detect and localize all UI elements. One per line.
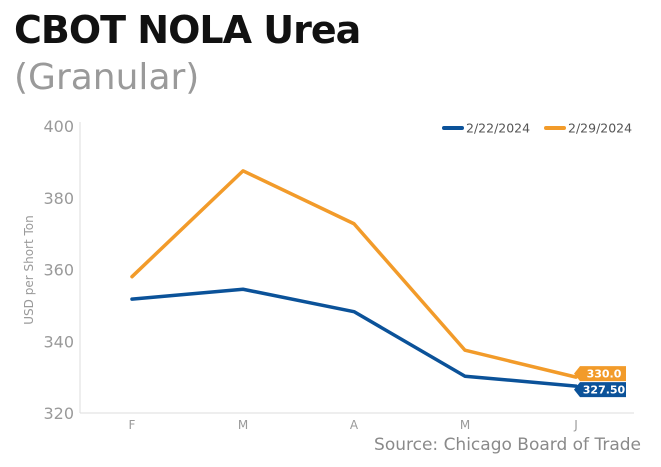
y-axis-label: USD per Short Ton — [22, 215, 36, 324]
end-label-tag — [574, 366, 626, 382]
x-tick-label: F — [129, 418, 136, 432]
y-tick-label: 360 — [43, 261, 74, 280]
series-line-0 — [130, 287, 578, 388]
end-label-text: 327.50 — [583, 384, 626, 397]
legend-label: 2/29/2024 — [568, 121, 632, 136]
end-label-tag — [574, 382, 626, 398]
chart-title: CBOT NOLA Urea — [14, 8, 361, 52]
y-tick-label: 340 — [43, 332, 74, 351]
chart-legend: 2/22/2024 2/29/2024 — [442, 121, 632, 136]
legend-label: 2/22/2024 — [466, 121, 530, 136]
x-tick-label: A — [350, 418, 359, 432]
chart-axes: 320 340 360 380 400 F M A M J USD per Short Ton — [22, 117, 634, 432]
x-tick-label: J — [573, 418, 578, 432]
end-label-text: 330.0 — [587, 368, 622, 381]
x-tick-label: M — [460, 418, 470, 432]
y-tick-label: 380 — [43, 189, 74, 208]
y-tick-label: 320 — [43, 404, 74, 423]
x-tick-label: M — [238, 418, 248, 432]
y-tick-label: 400 — [43, 117, 74, 136]
chart-series — [130, 169, 578, 388]
source-note: Source: Chicago Board of Trade — [374, 435, 641, 455]
chart-subtitle: (Granular) — [14, 57, 200, 98]
series-line-1 — [130, 169, 578, 379]
end-labels: 330.0 327.50 — [574, 366, 626, 398]
